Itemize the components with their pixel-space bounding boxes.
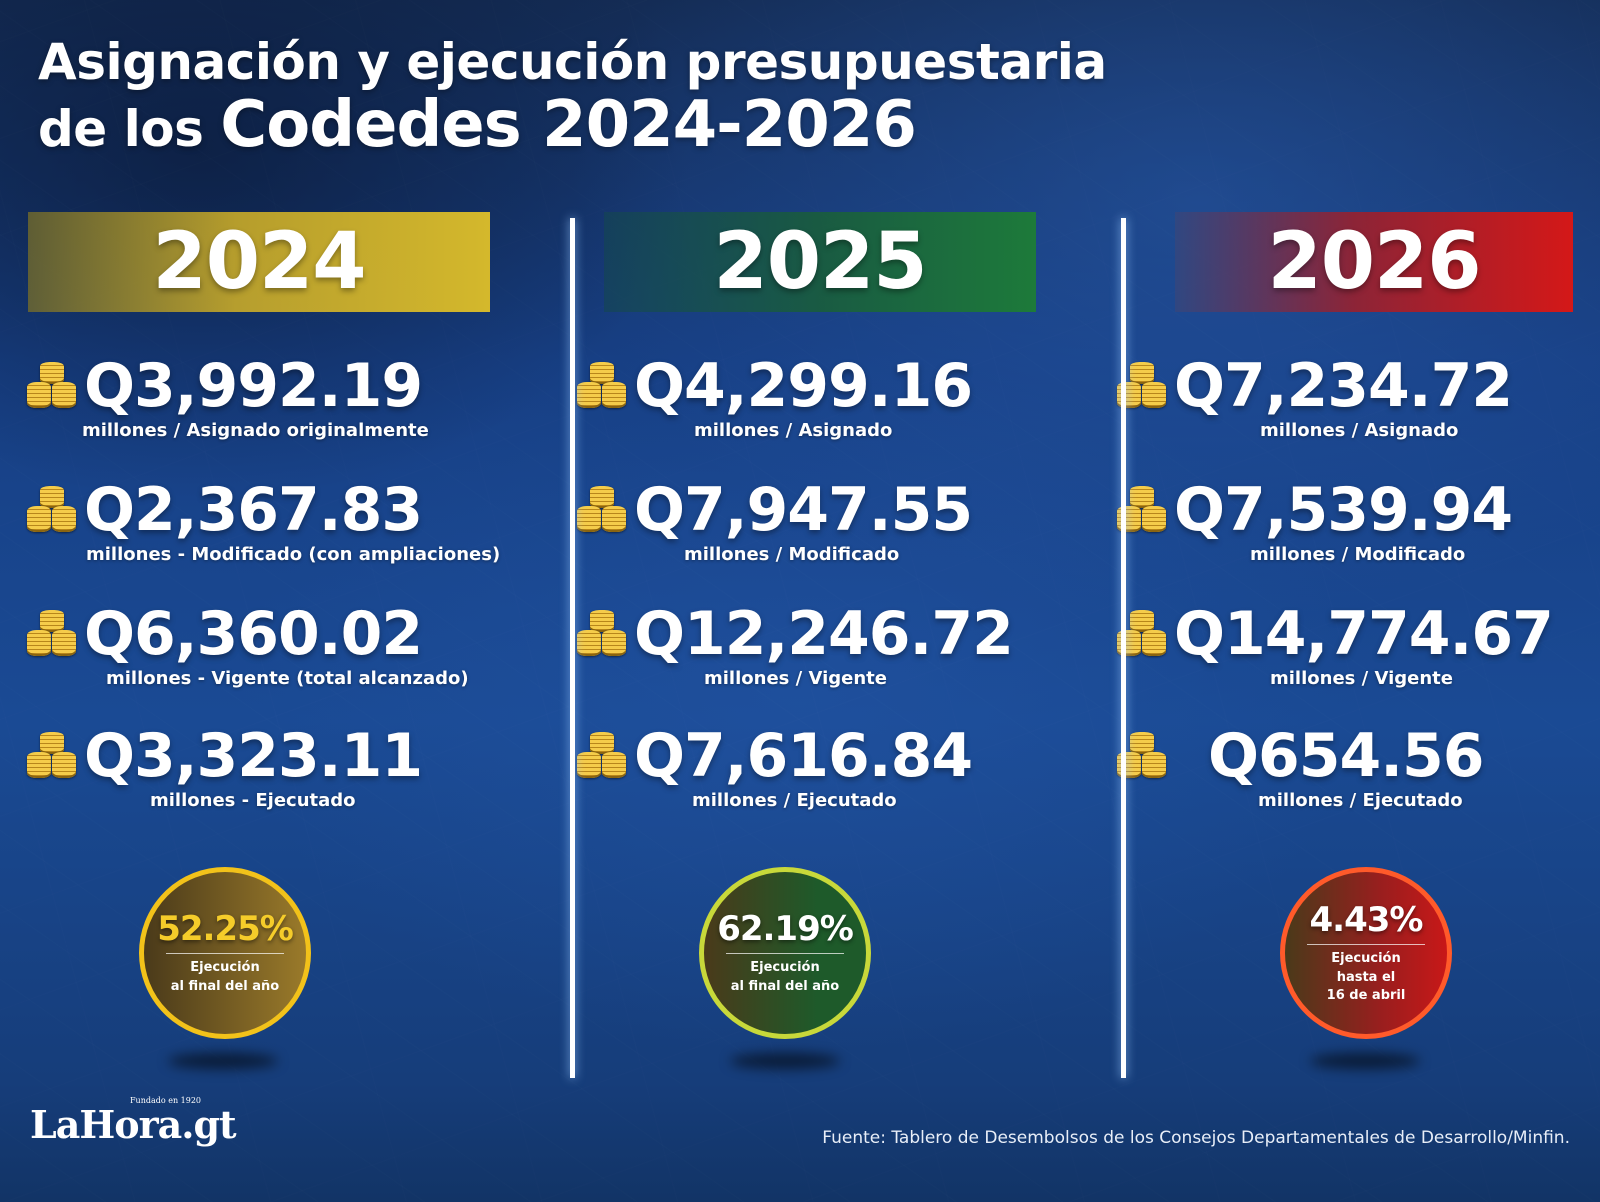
metric-vigente: Q6,360.02 millones - Vigente (total alca…: [0, 599, 560, 710]
caption-line: al final del año: [170, 979, 280, 994]
metric-label: millones / Ejecutado: [692, 790, 897, 811]
badge-shadow: [1310, 1053, 1420, 1069]
coin-stack-icon: [26, 732, 78, 780]
column-2026: 2026 Q7,234.72 millones / Asignado Q7,53…: [1100, 0, 1600, 1202]
metric-ejecutado: Q654.56 millones / Ejecutado: [1100, 721, 1600, 832]
page-title: Asignación y ejecución presupuestaria de…: [38, 34, 1107, 162]
coin-stack-icon: [576, 362, 628, 410]
metric-amount: Q2,367.83: [84, 475, 423, 545]
metric-label: millones / Asignado: [694, 420, 893, 441]
metric-amount: Q4,299.16: [634, 351, 973, 421]
metric-label: millones / Modificado: [1250, 544, 1466, 565]
title-line-1: Asignación y ejecución presupuestaria: [38, 33, 1107, 91]
coin-stack-icon: [576, 610, 628, 658]
metric-label: millones / Vigente: [1270, 668, 1453, 689]
badge-rule: [1307, 943, 1425, 945]
metric-asignado: Q3,992.19 millones / Asignado originalme…: [0, 351, 560, 462]
metric-ejecutado: Q3,323.11 millones - Ejecutado: [0, 721, 560, 832]
metric-amount: Q14,774.67: [1174, 599, 1554, 669]
metric-ejecutado: Q7,616.84 millones / Ejecutado: [560, 721, 1100, 832]
metric-label: millones - Vigente (total alcanzado): [106, 668, 469, 689]
metric-amount: Q3,323.11: [84, 721, 423, 791]
metric-label: millones / Modificado: [684, 544, 900, 565]
coin-stack-icon: [576, 486, 628, 534]
logo-text: LaHora.gt: [30, 1102, 237, 1147]
coin-stack-icon: [26, 486, 78, 534]
metric-modificado: Q7,539.94 millones / Modificado: [1100, 475, 1600, 586]
caption-line: 16 de abril: [1326, 988, 1406, 1004]
caption-line: al final del año: [730, 979, 840, 994]
badge-shadow: [730, 1053, 840, 1069]
title-prefix: de los: [38, 100, 204, 158]
caption-line: hasta el: [1336, 969, 1396, 985]
badge-shadow: [168, 1053, 278, 1069]
execution-percent: 62.19%: [717, 909, 854, 950]
metric-amount: Q7,539.94: [1174, 475, 1513, 545]
metric-label: millones - Ejecutado: [150, 790, 356, 811]
badge-rule: [166, 953, 284, 955]
year-header: 2026: [1175, 212, 1573, 312]
caption-line: Ejecución: [190, 960, 260, 976]
metric-amount: Q6,360.02: [84, 599, 423, 669]
execution-percent: 52.25%: [157, 909, 294, 950]
source-note: Fuente: Tablero de Desembolsos de los Co…: [822, 1128, 1570, 1148]
logo-tagline: Fundado en 1920: [130, 1096, 202, 1105]
metric-label: millones / Ejecutado: [1258, 790, 1463, 811]
title-emphasis: Codedes 2024-2026: [220, 88, 917, 162]
metric-vigente: Q14,774.67 millones / Vigente: [1100, 599, 1600, 710]
metric-asignado: Q4,299.16 millones / Asignado: [560, 351, 1100, 462]
column-2025: 2025 Q4,299.16 millones / Asignado Q7,94…: [560, 0, 1100, 1202]
execution-badge-2024: 52.25% Ejecución al final del año: [139, 867, 311, 1039]
metric-label: millones / Vigente: [704, 668, 887, 689]
execution-percent: 4.43%: [1309, 899, 1424, 940]
publisher-logo[interactable]: LaHora.gt Fundado en 1920: [30, 1096, 237, 1147]
year-header: 2024: [28, 212, 490, 312]
badge-rule: [726, 953, 844, 955]
column-divider: [570, 218, 575, 1078]
coin-stack-icon: [576, 732, 628, 780]
metric-modificado: Q7,947.55 millones / Modificado: [560, 475, 1100, 586]
metric-amount: Q12,246.72: [634, 599, 1014, 669]
metric-amount: Q654.56: [1208, 721, 1485, 791]
column-divider: [1121, 218, 1126, 1078]
metric-asignado: Q7,234.72 millones / Asignado: [1100, 351, 1600, 462]
metric-vigente: Q12,246.72 millones / Vigente: [560, 599, 1100, 710]
execution-caption: Ejecución hasta el 16 de abril: [1327, 950, 1406, 1007]
metric-amount: Q7,234.72: [1174, 351, 1513, 421]
metric-label: millones - Modificado (con ampliaciones): [86, 544, 501, 565]
metric-label: millones / Asignado: [1260, 420, 1459, 441]
metric-amount: Q7,947.55: [634, 475, 973, 545]
metric-amount: Q3,992.19: [84, 351, 423, 421]
metric-amount: Q7,616.84: [634, 721, 973, 791]
caption-line: Ejecución: [1331, 950, 1401, 966]
execution-badge-2026: 4.43% Ejecución hasta el 16 de abril: [1280, 867, 1452, 1039]
metric-label: millones / Asignado originalmente: [82, 420, 429, 441]
execution-badge-2025: 62.19% Ejecución al final del año: [699, 867, 871, 1039]
execution-caption: Ejecución al final del año: [731, 959, 839, 997]
column-2024: 2024 Q3,992.19 millones / Asignado origi…: [0, 0, 560, 1202]
coin-stack-icon: [26, 362, 78, 410]
caption-line: Ejecución: [750, 960, 820, 976]
year-header: 2025: [604, 212, 1036, 312]
title-line-2: de los Codedes 2024-2026: [38, 88, 1107, 162]
execution-caption: Ejecución al final del año: [171, 959, 279, 997]
metric-modificado: Q2,367.83 millones - Modificado (con amp…: [0, 475, 560, 586]
coin-stack-icon: [26, 610, 78, 658]
coin-stack-icon: [1116, 362, 1168, 410]
